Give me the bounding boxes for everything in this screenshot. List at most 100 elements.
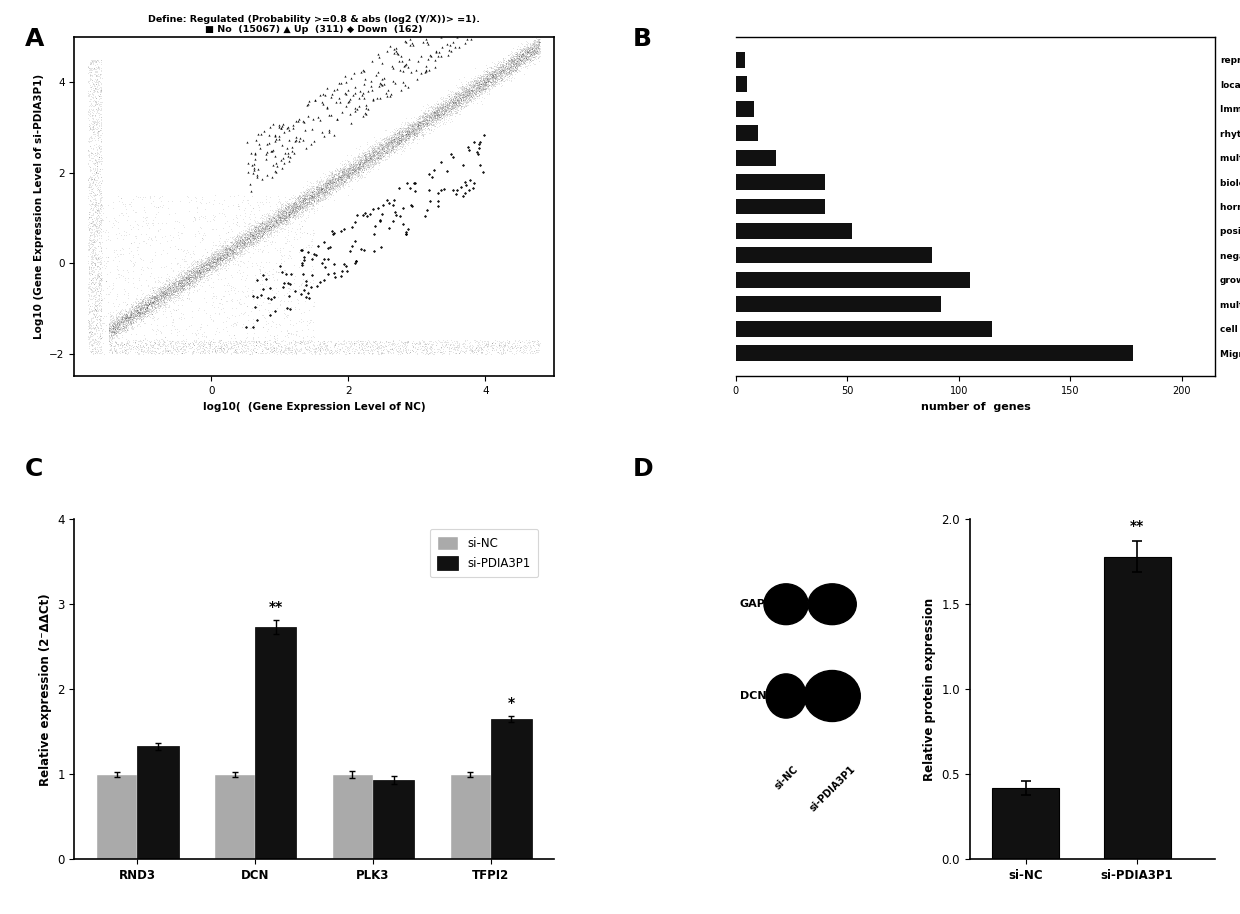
Point [319, 187, 339, 202]
Point [409, 124, 429, 139]
Point [412, 125, 432, 140]
Point [322, 175, 342, 189]
Point [413, 120, 433, 134]
Point [89, 192, 109, 207]
Point [191, 260, 211, 274]
Point [191, 261, 211, 276]
Point [246, 271, 265, 285]
Point [236, 271, 255, 285]
Point [207, 244, 227, 259]
Point [399, 118, 419, 133]
Point [262, 219, 281, 234]
Point [215, 240, 234, 255]
Point [133, 298, 153, 313]
Point [141, 260, 161, 275]
Point [324, 181, 343, 196]
Point [304, 186, 324, 201]
Point [508, 48, 528, 62]
Point [356, 158, 376, 173]
Point [517, 40, 537, 55]
Point [384, 134, 404, 149]
Point [435, 108, 455, 122]
Point [491, 69, 511, 83]
Point [184, 268, 203, 282]
Point [414, 113, 434, 128]
Point [494, 63, 513, 78]
Point [207, 251, 227, 266]
Point [171, 275, 191, 290]
Point [139, 345, 159, 359]
Point [415, 123, 435, 138]
Point [281, 207, 301, 221]
Point [481, 69, 501, 83]
Point [460, 82, 480, 97]
Point [128, 303, 148, 317]
Point [422, 112, 441, 126]
Point [466, 341, 486, 356]
Point [312, 180, 332, 195]
Point [217, 248, 237, 262]
Point [373, 143, 393, 157]
Point [215, 240, 234, 255]
Point [88, 58, 108, 73]
Point [511, 50, 531, 65]
Point [211, 340, 231, 355]
Point [329, 174, 348, 188]
Point [188, 262, 208, 277]
Point [376, 133, 396, 147]
Point [242, 237, 262, 251]
Point [221, 250, 241, 265]
Point [419, 111, 439, 125]
Point [316, 183, 336, 197]
Point [290, 202, 310, 217]
Point [252, 231, 272, 246]
Point [387, 143, 407, 157]
Point [86, 294, 105, 309]
Point [312, 182, 332, 197]
Point [480, 74, 500, 89]
Point [465, 90, 485, 105]
Point [423, 345, 443, 360]
Point [310, 338, 330, 353]
Point [185, 265, 205, 280]
Point [296, 189, 316, 204]
Point [182, 269, 202, 283]
Point [441, 88, 461, 102]
Point [228, 236, 248, 250]
Point [481, 76, 501, 90]
Point [195, 345, 215, 359]
Point [438, 100, 458, 114]
Point [188, 262, 208, 277]
Point [208, 249, 228, 263]
Point [291, 287, 311, 302]
Point [291, 191, 311, 206]
Point [84, 224, 104, 239]
Point [114, 321, 134, 335]
Point [428, 106, 448, 121]
Point [155, 343, 175, 357]
Point [172, 283, 192, 298]
Point [527, 333, 547, 347]
Point [479, 75, 498, 90]
Point [110, 243, 130, 258]
Point [211, 238, 231, 252]
Point [112, 322, 131, 336]
Point [424, 112, 444, 126]
Point [233, 344, 253, 358]
Point [205, 250, 224, 265]
Point [223, 339, 243, 354]
Point [423, 112, 443, 126]
Point [334, 171, 353, 186]
Point [201, 251, 221, 266]
Point [89, 336, 109, 351]
Point [249, 224, 269, 239]
Point [108, 315, 128, 330]
Point [360, 151, 379, 165]
Point [252, 225, 272, 239]
Point [506, 54, 526, 69]
Point [114, 310, 134, 324]
Point [186, 271, 206, 286]
Point [451, 82, 471, 97]
Point [300, 314, 320, 329]
Point [404, 116, 424, 131]
